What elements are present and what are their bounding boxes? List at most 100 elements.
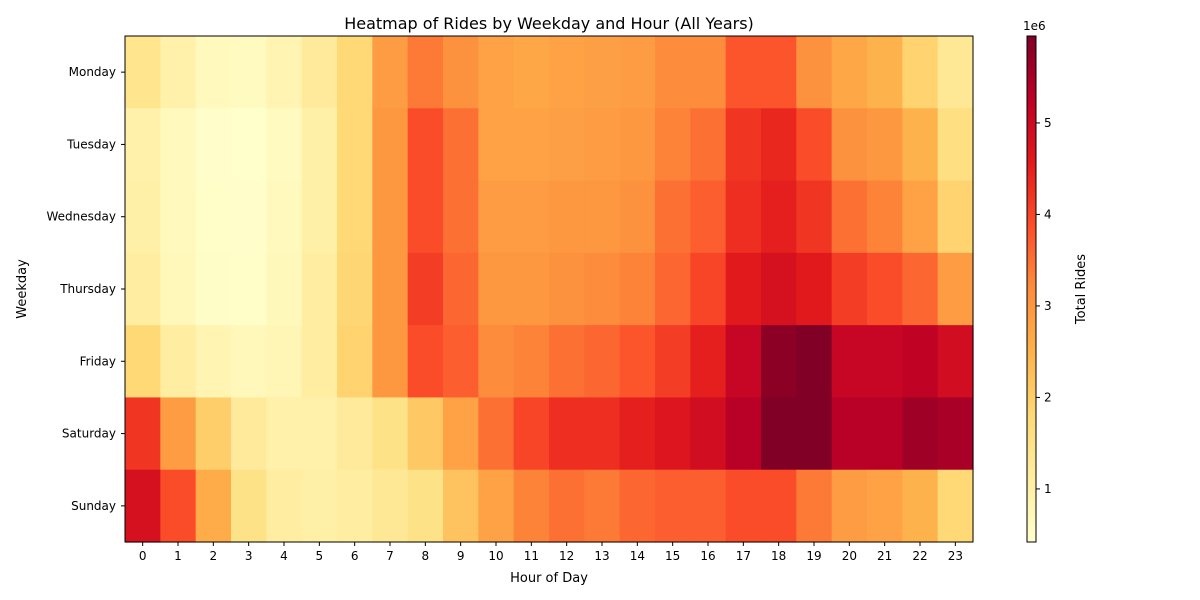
heatmap-cell-tuesday-2 <box>195 108 232 182</box>
heatmap-cell-wednesday-8 <box>407 180 444 254</box>
heatmap-cell-tuesday-7 <box>372 108 409 182</box>
heatmap-cell-friday-9 <box>443 325 479 399</box>
heatmap-cell-saturday-13 <box>584 397 621 471</box>
heatmap-cell-monday-16 <box>690 36 727 109</box>
heatmap-cell-saturday-21 <box>867 397 903 471</box>
heatmap-cell-wednesday-14 <box>619 180 656 254</box>
heatmap-cell-monday-5 <box>301 36 338 109</box>
y-tick-label: Saturday <box>62 427 116 441</box>
x-tick-label: 6 <box>351 549 359 563</box>
x-tick-label: 18 <box>771 549 786 563</box>
colorbar-tick-label: 4 <box>1044 207 1052 221</box>
heatmap-cell-wednesday-12 <box>549 180 585 254</box>
heatmap-cell-friday-20 <box>831 325 868 399</box>
heatmap-cell-saturday-18 <box>761 397 797 471</box>
heatmap-cell-thursday-19 <box>796 252 833 326</box>
heatmap-cell-sunday-9 <box>443 469 479 543</box>
x-tick-label: 1 <box>174 549 182 563</box>
heatmap-cell-thursday-16 <box>690 252 727 326</box>
heatmap-cell-saturday-22 <box>902 397 939 471</box>
heatmap-cell-thursday-5 <box>301 252 338 326</box>
heatmap-cell-wednesday-9 <box>443 180 479 254</box>
heatmap-cell-sunday-13 <box>584 469 621 543</box>
heatmap-cell-tuesday-20 <box>831 108 868 182</box>
x-tick-label: 8 <box>422 549 430 563</box>
heatmap-cell-saturday-1 <box>160 397 197 471</box>
heatmap-cell-monday-13 <box>584 36 621 109</box>
x-axis-label: Hour of Day <box>510 571 588 586</box>
y-tick-label: Sunday <box>71 499 116 513</box>
heatmap-cell-friday-16 <box>690 325 727 399</box>
colorbar-tick-label: 1 <box>1044 482 1052 496</box>
heatmap-cell-monday-23 <box>937 36 974 109</box>
colorbar-tick-label: 5 <box>1044 116 1052 130</box>
heatmap-cell-thursday-14 <box>619 252 656 326</box>
heatmap-cell-friday-17 <box>725 325 762 399</box>
y-axis-label: Weekday <box>15 259 30 319</box>
heatmap-cell-thursday-20 <box>831 252 868 326</box>
heatmap-cell-thursday-9 <box>443 252 479 326</box>
heatmap-cell-tuesday-11 <box>513 108 550 182</box>
heatmap-cell-saturday-20 <box>831 397 868 471</box>
x-tick-label: 22 <box>912 549 927 563</box>
heatmap-cell-sunday-4 <box>266 469 303 543</box>
heatmap-cell-tuesday-8 <box>407 108 444 182</box>
heatmap-cell-monday-0 <box>125 36 161 109</box>
x-tick-label: 0 <box>139 549 147 563</box>
heatmap-cell-wednesday-4 <box>266 180 303 254</box>
x-tick-label: 2 <box>210 549 218 563</box>
heatmap-cell-monday-7 <box>372 36 409 109</box>
heatmap-cell-saturday-10 <box>478 397 515 471</box>
heatmap-cell-saturday-4 <box>266 397 303 471</box>
heatmap-cell-friday-19 <box>796 325 833 399</box>
heatmap-cell-tuesday-10 <box>478 108 515 182</box>
heatmap-cell-monday-15 <box>655 36 691 109</box>
heatmap-cell-monday-17 <box>725 36 762 109</box>
x-tick-label: 16 <box>700 549 715 563</box>
heatmap-cell-thursday-7 <box>372 252 409 326</box>
x-tick-label: 4 <box>280 549 288 563</box>
colorbar-label: Total Rides <box>1074 254 1089 325</box>
heatmap-cell-wednesday-5 <box>301 180 338 254</box>
heatmap-cell-thursday-21 <box>867 252 903 326</box>
y-tick-label: Friday <box>80 354 116 368</box>
heatmap-cell-saturday-7 <box>372 397 409 471</box>
heatmap-cell-thursday-4 <box>266 252 303 326</box>
y-axis: Monday Tuesday Wednesday Thursday Friday Satu… <box>47 65 125 513</box>
x-tick-label: 20 <box>842 549 857 563</box>
heatmap-cell-monday-10 <box>478 36 515 109</box>
heatmap-cell-monday-12 <box>549 36 585 109</box>
heatmap-cell-thursday-1 <box>160 252 197 326</box>
heatmap-cell-tuesday-6 <box>337 108 373 182</box>
heatmap-cell-monday-4 <box>266 36 303 109</box>
heatmap-cell-tuesday-15 <box>655 108 691 182</box>
heatmap-cell-wednesday-21 <box>867 180 903 254</box>
x-tick-label: 3 <box>245 549 253 563</box>
colorbar-tick-label: 2 <box>1044 390 1052 404</box>
heatmap-cell-thursday-18 <box>761 252 797 326</box>
heatmap-cell-tuesday-23 <box>937 108 974 182</box>
y-tick-label: Wednesday <box>47 210 116 224</box>
heatmap-cell-saturday-9 <box>443 397 479 471</box>
heatmap-cell-monday-6 <box>337 36 373 109</box>
heatmap-cell-saturday-11 <box>513 397 550 471</box>
heatmap-cell-sunday-18 <box>761 469 797 543</box>
heatmap-cell-saturday-14 <box>619 397 656 471</box>
heatmap-cell-sunday-7 <box>372 469 409 543</box>
heatmap-cell-monday-3 <box>231 36 267 109</box>
heatmap-cell-sunday-16 <box>690 469 727 543</box>
heatmap-cell-tuesday-21 <box>867 108 903 182</box>
heatmap-cell-wednesday-10 <box>478 180 515 254</box>
heatmap-cell-thursday-10 <box>478 252 515 326</box>
heatmap-cell-thursday-8 <box>407 252 444 326</box>
colorbar-ticks: 1 2 3 4 5 <box>1036 116 1052 496</box>
heatmap-cell-wednesday-23 <box>937 180 974 254</box>
heatmap-cell-saturday-19 <box>796 397 833 471</box>
heatmap-cell-tuesday-22 <box>902 108 939 182</box>
y-tick-label: Tuesday <box>66 137 116 151</box>
heatmap-cell-friday-4 <box>266 325 303 399</box>
heatmap-cell-sunday-23 <box>937 469 974 543</box>
x-tick-label: 14 <box>630 549 645 563</box>
heatmap-cell-sunday-0 <box>125 469 161 543</box>
heatmap-cell-sunday-11 <box>513 469 550 543</box>
